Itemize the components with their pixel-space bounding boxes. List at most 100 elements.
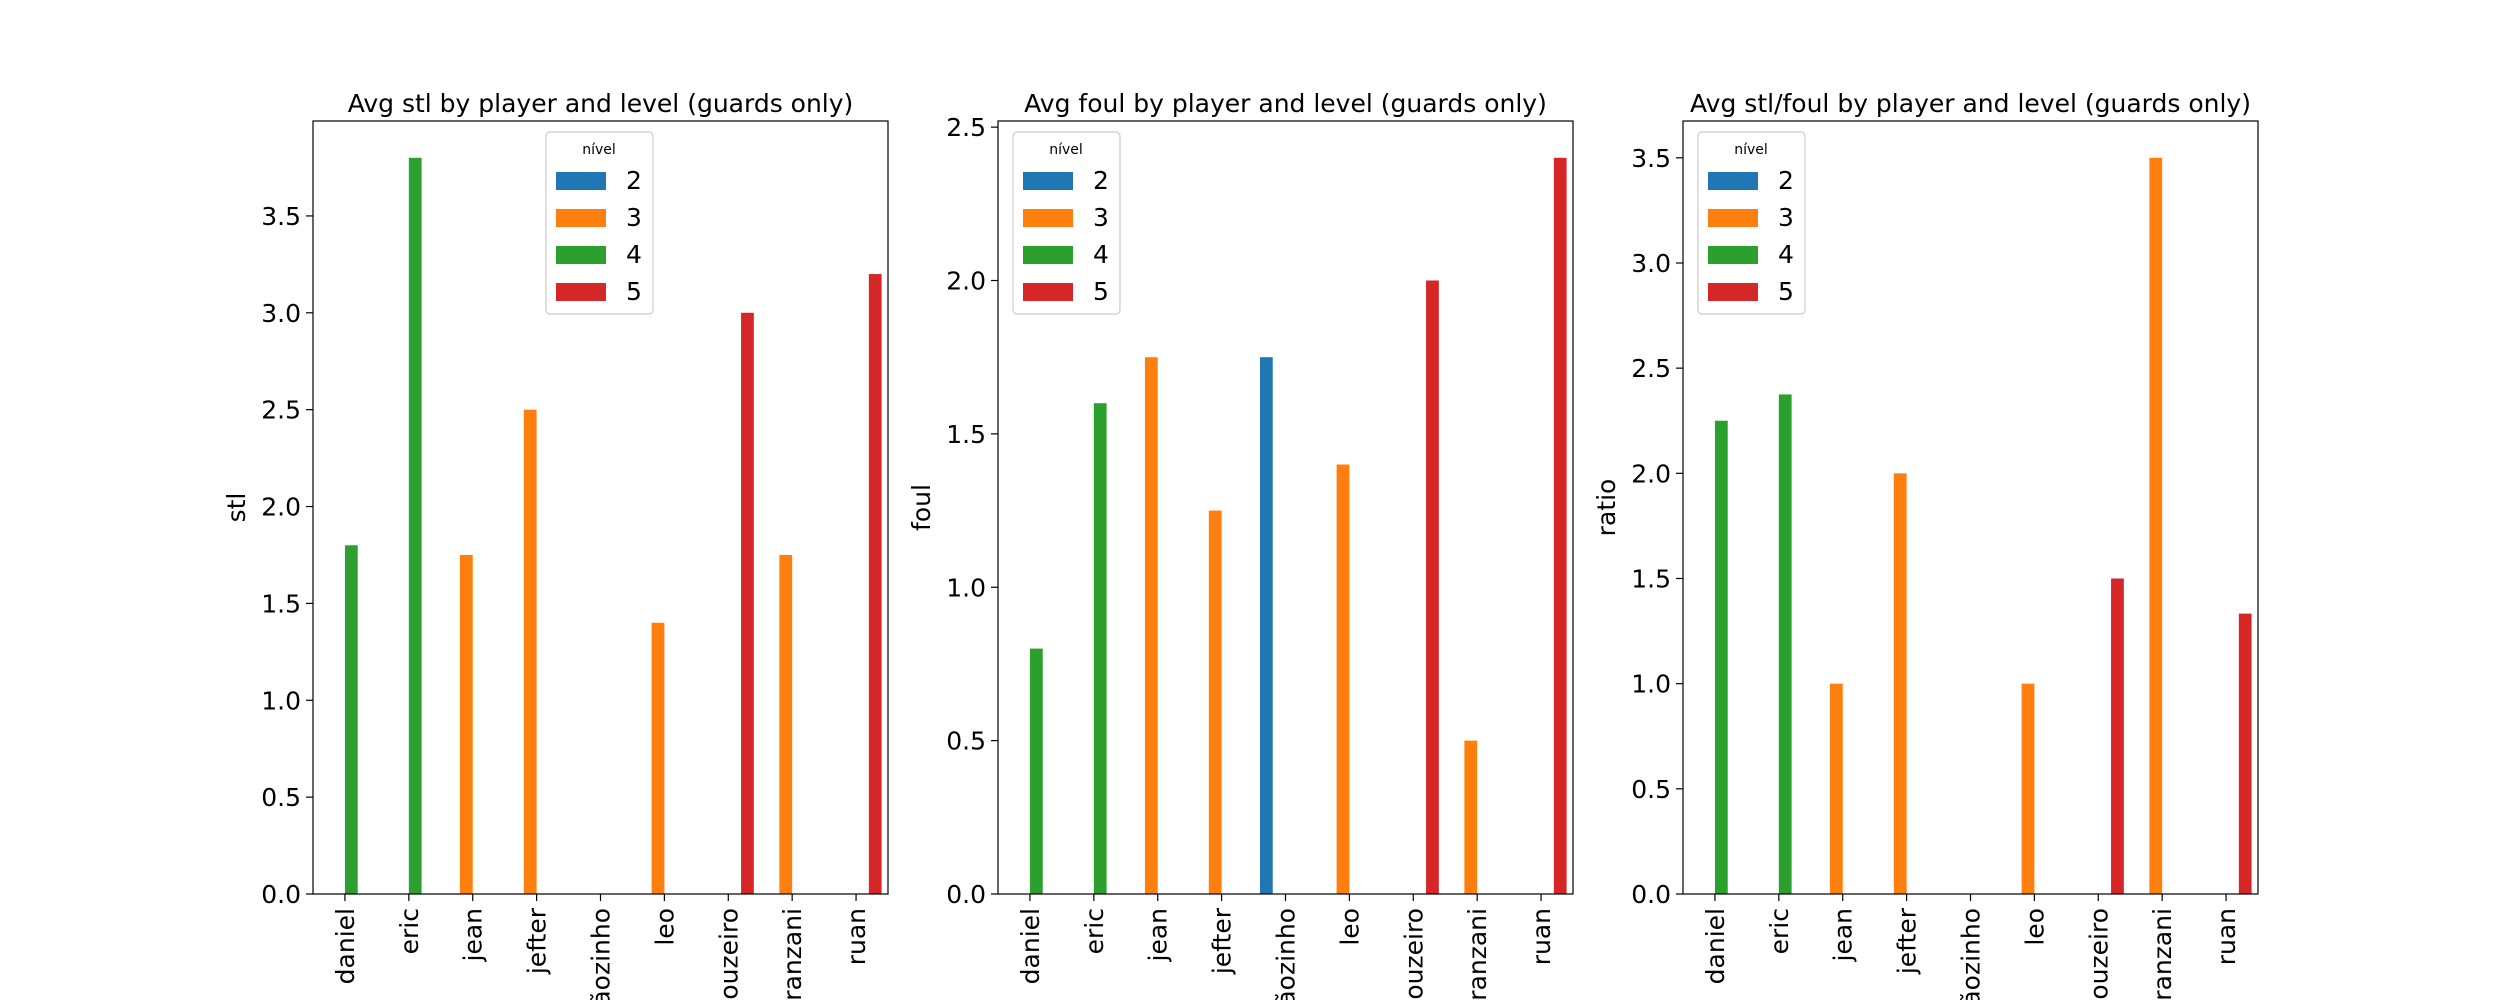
legend-label-5: 5 (1093, 277, 1109, 306)
legend-swatch-4 (1708, 246, 1758, 264)
legend: nível 2 3 4 5 (1697, 131, 1806, 315)
bar-ranzani-level-3 (1464, 740, 1478, 894)
x-tick-label: leo (1335, 908, 1364, 946)
legend-swatch-2 (556, 172, 606, 190)
x-tick-label: daniel (1016, 908, 1045, 984)
y-tick-label: 2.0 (946, 267, 986, 296)
x-tick-label: jefter (523, 907, 552, 975)
bar-leo-level-3 (651, 622, 665, 894)
bar-jefter-level-3 (523, 409, 537, 894)
y-axis-label: foul (907, 484, 936, 531)
legend-title: nível (1049, 142, 1083, 158)
legend-swatch-4 (556, 246, 606, 264)
legend-label-4: 4 (1093, 240, 1109, 269)
legend: nível 2 3 4 5 (545, 131, 654, 315)
legend-label-3: 3 (1778, 203, 1794, 232)
legend-swatch-3 (1023, 209, 1073, 227)
legend-label-2: 2 (1093, 166, 1109, 195)
bar-ruan-level-5 (2238, 613, 2252, 894)
x-tick-label: ãozinho (1957, 908, 1986, 1000)
bar-jean-level-3 (1829, 683, 1843, 894)
bar-daniel-level-4 (344, 545, 358, 894)
bar-louzeiro-level-5 (1426, 280, 1439, 894)
x-tick-label: eric (1080, 908, 1109, 954)
bar-louzeiro-level-5 (2111, 578, 2124, 894)
legend-title: nível (1734, 142, 1768, 158)
chart-panel-3: 0.0 0.5 1.0 1.5 2.0 2.5 3.0 3.5 daniel eric jean je… (1592, 89, 2259, 1000)
bar-jefter-level-3 (1893, 473, 1907, 894)
x-tick-label: jean (1829, 908, 1858, 963)
y-tick-label: 0.0 (1631, 880, 1671, 909)
legend-label-2: 2 (1778, 166, 1794, 195)
x-tick-label: ruan (2212, 908, 2241, 965)
legend-swatch-5 (1708, 283, 1758, 301)
legend-swatch-3 (1708, 209, 1758, 227)
x-tick-label: ruan (842, 908, 871, 965)
y-tick-label: 3.0 (261, 299, 301, 328)
bar-leo-level-3 (2021, 683, 2035, 894)
chart-title: Avg stl by player and level (guards only… (348, 89, 854, 118)
y-axis-label: stl (222, 493, 251, 523)
legend-label-4: 4 (626, 240, 642, 269)
bar-ranzani-level-3 (779, 554, 793, 894)
y-tick-label: 1.5 (946, 420, 986, 449)
x-tick-label: jefter (1208, 907, 1237, 975)
x-tick-label: daniel (1701, 908, 1730, 984)
bar-daniel-level-4 (1029, 648, 1043, 894)
bar-eric-level-4 (1093, 403, 1107, 894)
x-tick-label: louzeiro (2084, 908, 2113, 1000)
bar-leo-level-3 (1336, 464, 1350, 894)
y-tick-label: 1.0 (261, 686, 301, 715)
legend-label-5: 5 (626, 277, 642, 306)
y-tick-label: 1.5 (261, 589, 301, 618)
legend-swatch-4 (1023, 246, 1073, 264)
x-tick-label: daniel (331, 908, 360, 984)
x-tick-label: ranzani (778, 908, 807, 1000)
y-tick-label: 0.5 (946, 727, 986, 756)
legend-swatch-5 (556, 283, 606, 301)
x-tick-label: louzeiro (1399, 908, 1428, 1000)
legend-label-2: 2 (626, 166, 642, 195)
y-tick-label: 0.5 (261, 783, 301, 812)
legend-label-3: 3 (626, 203, 642, 232)
x-tick-label: jean (1144, 908, 1173, 963)
bar-ruan-level-5 (868, 274, 882, 894)
legend-swatch-5 (1023, 283, 1073, 301)
bar-jean-level-3 (1144, 357, 1158, 894)
bar-ranzani-level-3 (2149, 157, 2163, 895)
y-tick-label: 3.0 (1631, 249, 1671, 278)
y-axis-label: ratio (1592, 479, 1621, 537)
y-tick-label: 2.5 (1631, 354, 1671, 383)
legend-label-4: 4 (1778, 240, 1794, 269)
y-tick-label: 3.5 (1631, 144, 1671, 173)
legend-title: nível (582, 142, 616, 158)
y-tick-label: 0.5 (1631, 775, 1671, 804)
x-tick-label: ãozinho (1272, 908, 1301, 1000)
y-tick-label: 2.0 (1631, 459, 1671, 488)
y-tick-label: 2.0 (261, 493, 301, 522)
y-tick-label: 1.5 (1631, 564, 1671, 593)
bar-daniel-level-4 (1714, 420, 1728, 894)
legend-label-3: 3 (1093, 203, 1109, 232)
x-tick-label: leo (2020, 908, 2049, 946)
y-tick-label: 0.0 (946, 880, 986, 909)
y-tick-label: 3.5 (261, 202, 301, 231)
y-tick-label: 2.5 (261, 396, 301, 425)
y-tick-label: 1.0 (1631, 670, 1671, 699)
x-tick-label: eric (1765, 908, 1794, 954)
y-tick-label: 1.0 (946, 573, 986, 602)
x-tick-label: eric (395, 908, 424, 954)
bar-jefter-level-3 (1208, 510, 1222, 894)
bar-louzeiro-level-5 (741, 312, 754, 894)
chart-title: Avg foul by player and level (guards onl… (1024, 89, 1547, 118)
x-tick-label: ranzani (2148, 908, 2177, 1000)
bar-eric-level-4 (1778, 394, 1792, 894)
x-tick-label: jean (459, 908, 488, 963)
legend-label-5: 5 (1778, 277, 1794, 306)
chart-panel-2: 0.0 0.5 1.0 1.5 2.0 2.5 daniel eric jean jefter ão… (907, 89, 1574, 1000)
legend-swatch-3 (556, 209, 606, 227)
chart-panel-1: 0.0 0.5 1.0 1.5 2.0 2.5 3.0 3.5 daniel eric jean je… (222, 89, 889, 1000)
bar-ãozinho-level-2 (1259, 357, 1273, 894)
y-tick-label: 2.5 (946, 113, 986, 142)
